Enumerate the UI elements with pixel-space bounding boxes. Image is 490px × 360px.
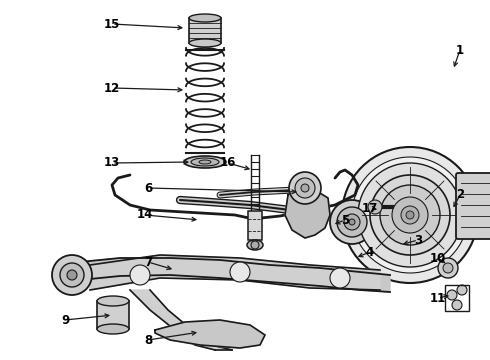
Polygon shape: [90, 255, 380, 290]
Text: 2: 2: [456, 189, 464, 202]
Circle shape: [330, 268, 350, 288]
Ellipse shape: [97, 324, 129, 334]
Ellipse shape: [191, 158, 219, 166]
Text: 9: 9: [61, 314, 69, 327]
Circle shape: [358, 163, 462, 267]
Text: 1: 1: [456, 44, 464, 57]
Polygon shape: [285, 188, 330, 238]
Circle shape: [370, 175, 450, 255]
Circle shape: [438, 258, 458, 278]
Circle shape: [230, 262, 250, 282]
Bar: [97, 301, 129, 329]
Circle shape: [443, 263, 453, 273]
Ellipse shape: [189, 14, 221, 22]
Circle shape: [401, 206, 419, 224]
Polygon shape: [55, 258, 390, 292]
Text: 12: 12: [104, 81, 120, 94]
FancyBboxPatch shape: [456, 173, 490, 239]
Text: 15: 15: [104, 18, 120, 31]
Polygon shape: [155, 320, 265, 348]
Circle shape: [368, 200, 382, 214]
Text: 7: 7: [144, 256, 152, 269]
Text: 14: 14: [137, 208, 153, 221]
Circle shape: [130, 265, 150, 285]
Circle shape: [344, 214, 360, 230]
Bar: [445, 285, 469, 311]
Circle shape: [60, 263, 84, 287]
Bar: [248, 211, 262, 240]
Circle shape: [452, 300, 462, 310]
Ellipse shape: [199, 160, 211, 164]
Circle shape: [251, 241, 259, 249]
Text: 10: 10: [430, 252, 446, 265]
Circle shape: [352, 157, 468, 273]
Circle shape: [52, 255, 92, 295]
Circle shape: [301, 184, 309, 192]
Circle shape: [447, 290, 457, 300]
Circle shape: [349, 219, 355, 225]
Text: 11: 11: [430, 292, 446, 305]
Text: 6: 6: [144, 181, 152, 194]
Text: 13: 13: [104, 157, 120, 170]
Text: 5: 5: [341, 213, 349, 226]
Circle shape: [392, 197, 428, 233]
Bar: [189, 18, 221, 43]
Circle shape: [330, 200, 374, 244]
Ellipse shape: [97, 296, 129, 306]
Ellipse shape: [184, 156, 226, 168]
Circle shape: [406, 211, 414, 219]
Ellipse shape: [189, 39, 221, 47]
Text: 3: 3: [414, 234, 422, 247]
Circle shape: [289, 172, 321, 204]
Circle shape: [457, 285, 467, 295]
Circle shape: [342, 147, 478, 283]
Circle shape: [380, 185, 440, 245]
Ellipse shape: [247, 240, 263, 250]
Circle shape: [337, 207, 367, 237]
Circle shape: [67, 270, 77, 280]
Polygon shape: [130, 290, 232, 350]
Text: 16: 16: [220, 157, 236, 170]
Text: 4: 4: [366, 246, 374, 258]
Circle shape: [295, 178, 315, 198]
Text: 17: 17: [362, 202, 378, 215]
Text: 8: 8: [144, 333, 152, 346]
